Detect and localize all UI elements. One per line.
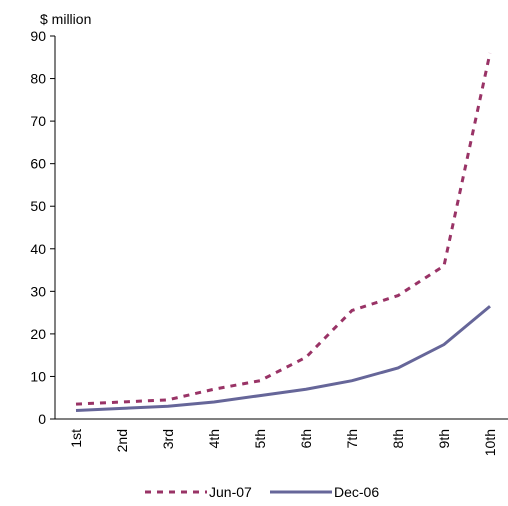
y-axis-label: $ million (40, 11, 91, 27)
y-tick-label: 60 (30, 156, 46, 172)
legend-label: Jun-07 (209, 484, 252, 500)
x-tick-label: 8th (390, 429, 406, 448)
legend-label: Dec-06 (334, 484, 379, 500)
y-tick-label: 50 (30, 198, 46, 214)
y-tick-label: 40 (30, 241, 46, 257)
y-tick-label: 20 (30, 326, 46, 342)
x-tick-label: 4th (206, 429, 222, 448)
y-tick-label: 30 (30, 283, 46, 299)
x-tick-label: 7th (344, 429, 360, 448)
y-tick-label: 70 (30, 113, 46, 129)
y-tick-label: 80 (30, 71, 46, 87)
x-tick-label: 6th (298, 429, 314, 448)
y-tick-label: 0 (38, 411, 46, 427)
x-tick-label: 9th (436, 429, 452, 448)
x-tick-label: 10th (482, 429, 498, 456)
x-tick-label: 2nd (114, 429, 130, 452)
line-series (75, 305, 491, 412)
x-tick-label: 3rd (160, 429, 176, 449)
y-tick-label: 90 (30, 28, 46, 44)
x-tick-label: 5th (252, 429, 268, 448)
y-tick-label: 10 (30, 368, 46, 384)
x-tick-label: 1st (68, 429, 84, 448)
